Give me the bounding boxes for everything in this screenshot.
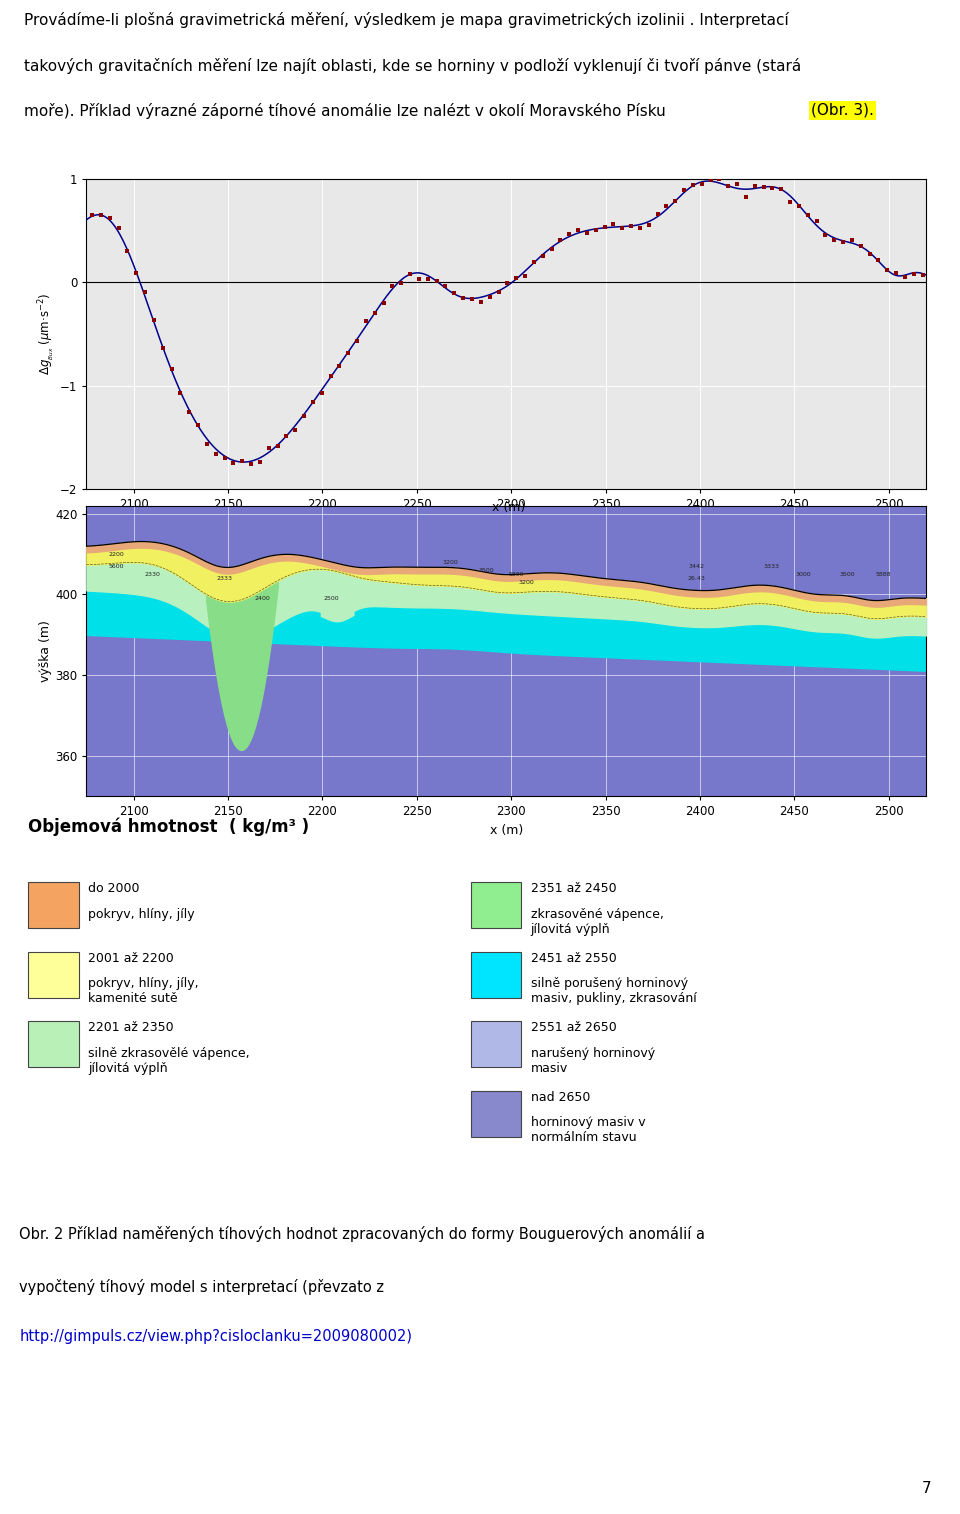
Text: 2333: 2333 [216,575,232,581]
Text: 2001 až 2200: 2001 až 2200 [88,952,174,964]
Text: 2500: 2500 [324,597,340,601]
Text: 3442: 3442 [688,563,704,569]
Text: 7: 7 [922,1481,931,1496]
Bar [470,952,521,998]
Text: narušený horninový
masiv: narušený horninový masiv [531,1046,655,1075]
Text: pokryv, hlíny, jíly: pokryv, hlíny, jíly [88,908,195,921]
Text: 3000: 3000 [796,572,811,577]
Y-axis label: $\Delta g_{_{Bux}}$ ($\mu$m·s$^{-2}$): $\Delta g_{_{Bux}}$ ($\mu$m·s$^{-2}$) [37,292,58,375]
Text: 5888: 5888 [876,572,891,577]
Text: 3333: 3333 [763,563,780,569]
Text: 5600: 5600 [108,563,125,569]
Text: 3500: 3500 [479,568,494,572]
X-axis label: x (m): x (m) [490,516,523,530]
Bar [29,1020,79,1067]
Bar [470,1020,521,1067]
Text: do 2000: do 2000 [88,883,140,895]
Text: moře). Příklad výrazné záporné tíhové anomálie lze nalézt v okolí Moravského Pís: moře). Příklad výrazné záporné tíhové an… [24,103,671,120]
Text: pokryv, hlíny, jíly,
kamenité sutě: pokryv, hlíny, jíly, kamenité sutě [88,978,199,1005]
X-axis label: x (m): x (m) [490,824,523,837]
Text: nad 2650: nad 2650 [531,1090,590,1104]
Text: 26.43: 26.43 [687,575,705,581]
Text: takových gravitačních měření lze najít oblasti, kde se horniny v podloží vyklenu: takových gravitačních měření lze najít o… [24,58,802,74]
Text: zkrasověné vápence,
jílovitá výplň: zkrasověné vápence, jílovitá výplň [531,908,663,936]
Text: 2451 až 2550: 2451 až 2550 [531,952,616,964]
Text: 2351 až 2450: 2351 až 2450 [531,883,616,895]
Bar [470,1090,521,1137]
Text: Objemová hmotnost  ( kg/m³ ): Objemová hmotnost ( kg/m³ ) [29,818,309,836]
Bar [29,883,79,928]
Text: http://gimpuls.cz/view.php?cisloclanku=2009080002): http://gimpuls.cz/view.php?cisloclanku=2… [19,1329,412,1344]
Text: 3500: 3500 [839,572,855,577]
Text: Provádíme-li plošná gravimetrická měření, výsledkem je mapa gravimetrických izol: Provádíme-li plošná gravimetrická měření… [24,12,789,29]
Text: vypočtený tíhový model s interpretací (převzato z: vypočtený tíhový model s interpretací (p… [19,1279,384,1296]
Text: silně zkrasovělé vápence,
jílovitá výplň: silně zkrasovělé vápence, jílovitá výplň [88,1046,250,1075]
Text: 3200: 3200 [518,580,534,584]
Bar [470,883,521,928]
Y-axis label: výška (m): výška (m) [39,621,52,681]
Text: 2330: 2330 [145,572,160,577]
Text: Obr. 2 Příklad naměřených tíhových hodnot zpracovaných do formy Bouguerových ano: Obr. 2 Příklad naměřených tíhových hodno… [19,1226,706,1243]
Text: 2201 až 2350: 2201 až 2350 [88,1020,174,1034]
Text: 3200: 3200 [443,560,459,565]
Bar [29,952,79,998]
Text: x (m): x (m) [492,501,525,513]
Text: horninový masiv v
normálním stavu: horninový masiv v normálním stavu [531,1116,645,1145]
Text: 2551 až 2650: 2551 až 2650 [531,1020,616,1034]
Text: (Obr. 3).: (Obr. 3). [811,103,874,118]
Text: 2200: 2200 [108,551,125,557]
Text: silně porušený horninový
masiv, pukliny, zkrasování: silně porušený horninový masiv, pukliny,… [531,978,696,1005]
Text: 2400: 2400 [254,597,270,601]
Text: 5800: 5800 [509,572,524,577]
